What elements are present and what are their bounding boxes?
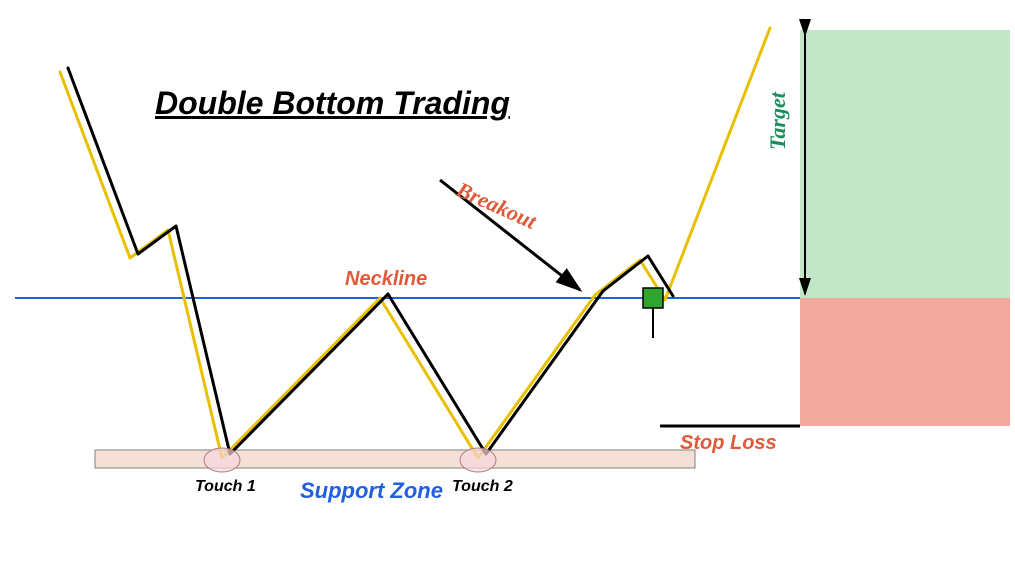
support-zone-label: Support Zone	[300, 478, 443, 504]
target-label: Target	[765, 91, 790, 150]
stop-loss-label: Stop Loss	[680, 432, 777, 455]
touch2-marker	[460, 448, 496, 472]
touch2-label: Touch 2	[452, 478, 513, 496]
entry-candle	[643, 288, 663, 308]
target-zone	[800, 30, 1010, 298]
touch1-marker	[204, 448, 240, 472]
neckline-label: Neckline	[345, 268, 427, 291]
chart-title: Double Bottom Trading	[155, 85, 510, 122]
support-zone-bar	[95, 450, 695, 468]
touch1-label: Touch 1	[195, 478, 256, 496]
price-line-black	[68, 68, 673, 454]
risk-zone	[800, 298, 1010, 426]
